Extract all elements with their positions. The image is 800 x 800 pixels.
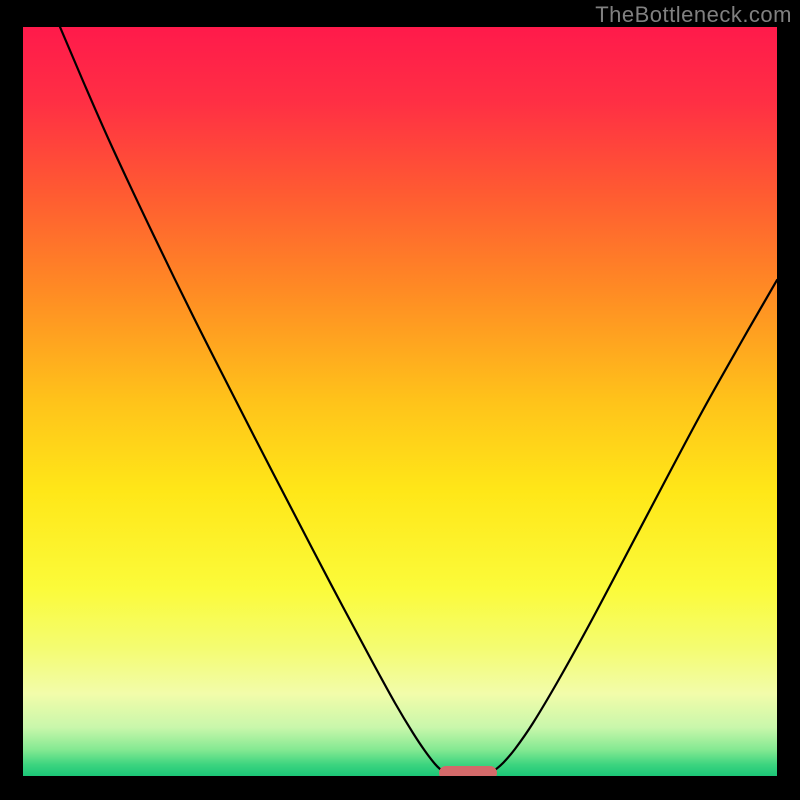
- chart-frame: TheBottleneck.com: [0, 0, 800, 800]
- watermark-label: TheBottleneck.com: [595, 2, 792, 28]
- bottleneck-curve: [23, 27, 777, 776]
- optimum-marker: [439, 766, 497, 776]
- plot-area: [23, 27, 777, 776]
